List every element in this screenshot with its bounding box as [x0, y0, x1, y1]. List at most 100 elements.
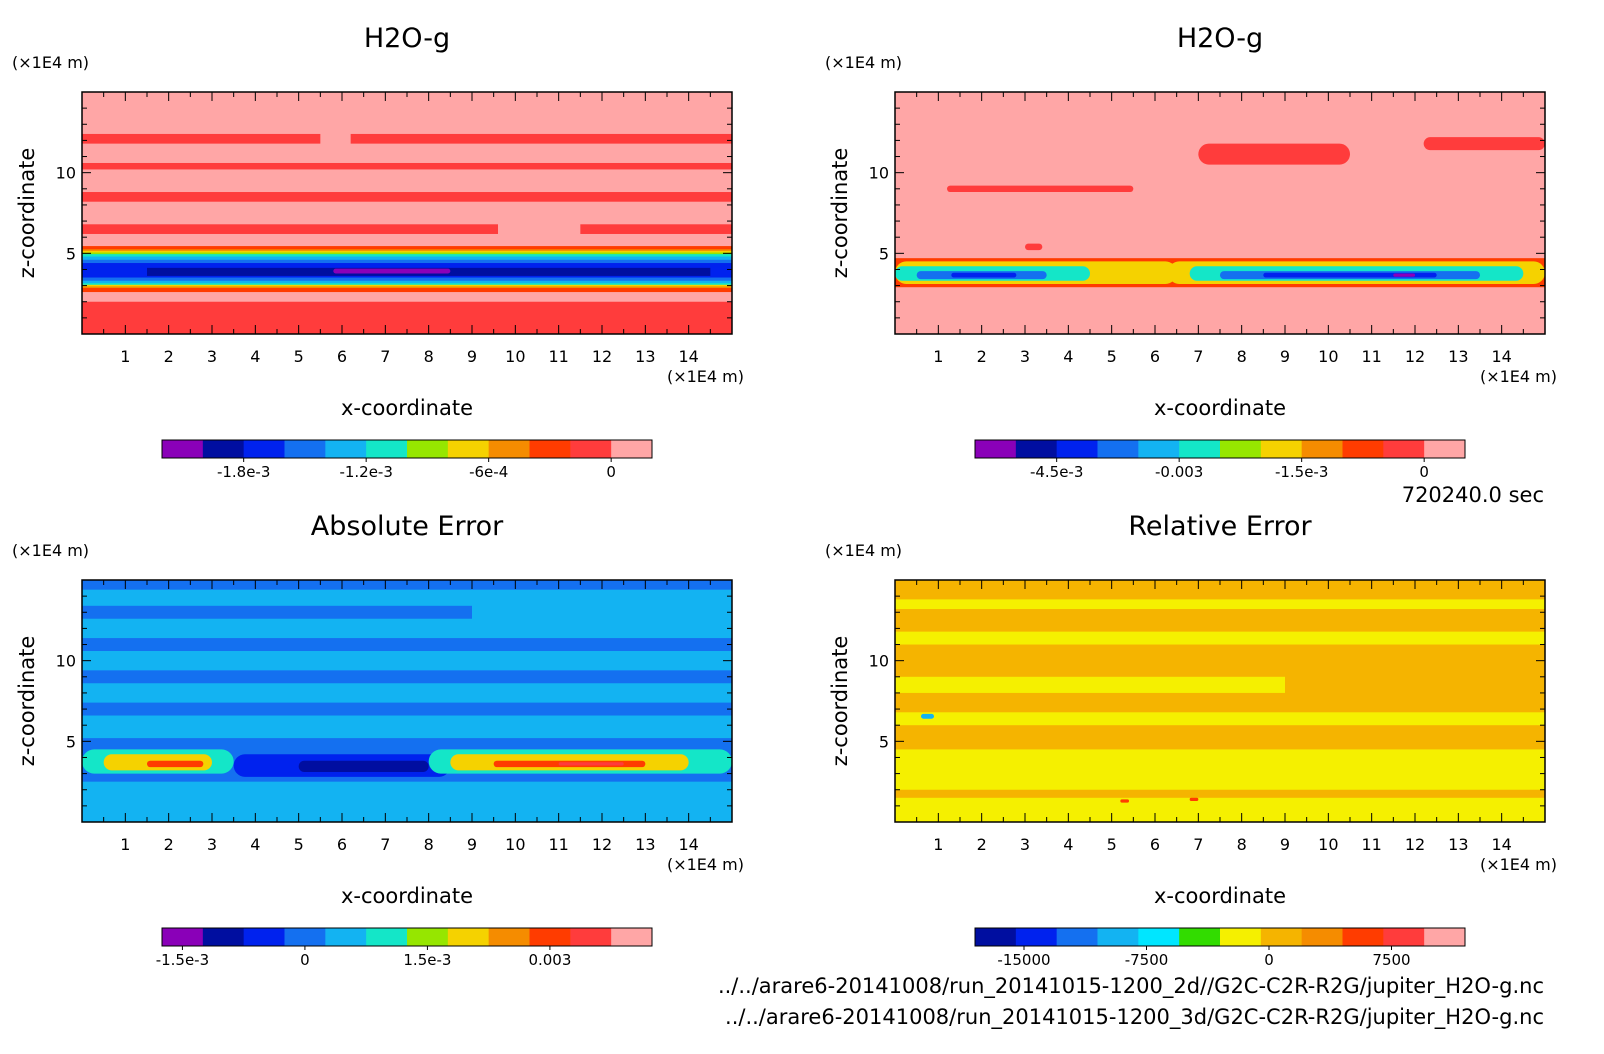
colorbar-cell	[529, 928, 571, 946]
z-unit-label: (×1E4 m)	[825, 53, 902, 72]
colorbar-cell	[1383, 928, 1425, 946]
x-tick-label: 3	[1020, 347, 1030, 366]
colorbar-cell	[1301, 440, 1343, 458]
x-tick-label: 12	[1405, 835, 1425, 854]
field-band	[1263, 272, 1437, 278]
x-tick-label: 6	[337, 347, 347, 366]
field-band	[895, 599, 1545, 610]
field-band	[82, 301, 732, 334]
field-band	[82, 250, 732, 253]
field-band	[1393, 273, 1415, 277]
x-tick-label: 14	[678, 835, 698, 854]
colorbar-tick-label: 0.003	[528, 951, 571, 969]
field-band	[895, 92, 1545, 334]
colorbar-cell	[1097, 440, 1139, 458]
colorbar-cell	[1220, 440, 1262, 458]
field-band	[82, 258, 732, 264]
field-band	[82, 276, 732, 281]
colorbar-tick-label: -0.003	[1155, 463, 1203, 481]
colorbar-tick-label: 0	[1264, 951, 1274, 969]
field-band	[82, 192, 732, 202]
field-band	[895, 676, 1285, 693]
x-tick-label: 14	[678, 347, 698, 366]
colorbar-cell	[529, 440, 571, 458]
z-tick-label: 5	[66, 732, 76, 751]
colorbar-frame	[161, 439, 653, 459]
field-band	[1025, 243, 1043, 251]
colorbar-cell	[1138, 440, 1180, 458]
colorbar-tick-label: -15000	[997, 951, 1050, 969]
x-tick-label: 10	[1318, 835, 1338, 854]
z-unit-label: (×1E4 m)	[12, 541, 89, 560]
x-tick-label: 12	[592, 835, 612, 854]
x-tick-label: 9	[1280, 835, 1290, 854]
z-tick-label: 10	[56, 164, 76, 183]
colorbar-frame	[161, 927, 653, 947]
colorbar-cell	[488, 928, 530, 946]
field-band	[82, 285, 732, 289]
x-tick-label: 8	[424, 835, 434, 854]
x-tick-label: 3	[207, 835, 217, 854]
x-tick-label: 14	[1491, 347, 1511, 366]
panel-3: Absolute Error(×1E4 m)1 2 3 4 5 6 7 8 9 10 11 12 13 1…	[12, 511, 744, 969]
x-axis-label: x-coordinate	[341, 396, 473, 420]
colorbar-cell	[1260, 440, 1303, 458]
x-tick-label: 9	[467, 347, 477, 366]
colorbar-cell	[975, 440, 1017, 458]
colorbar-cell	[325, 928, 367, 946]
colorbar-tick-label: -1.5e-3	[1275, 463, 1328, 481]
colorbar-frame	[974, 439, 1466, 459]
colorbar: -15000 -7500 0 7500	[974, 927, 1466, 969]
x-tick-label: 6	[337, 835, 347, 854]
z-axis-label: z-coordinate	[828, 148, 852, 279]
x-unit-label: (×1E4 m)	[1480, 855, 1557, 874]
x-tick-label: 6	[1150, 835, 1160, 854]
field	[82, 92, 732, 334]
x-unit-label: (×1E4 m)	[667, 367, 744, 386]
colorbar-cell	[1056, 440, 1098, 458]
colorbar-cell	[1342, 440, 1384, 458]
panel-1: H2O-g(×1E4 m)1 2 3 4 5 6 7 8 9 10 11 12 13 14510(×1E4…	[12, 23, 744, 481]
field	[895, 92, 1545, 334]
z-tick-label: 10	[869, 164, 889, 183]
x-axis-label: x-coordinate	[341, 884, 473, 908]
x-tick-label: 2	[977, 835, 987, 854]
colorbar-cell	[1424, 440, 1466, 458]
x-tick-label: 7	[1193, 347, 1203, 366]
x-tick-label: 10	[505, 835, 525, 854]
x-tick-label: 1	[120, 835, 130, 854]
colorbar-cell	[162, 440, 204, 458]
colorbar-cell	[243, 928, 285, 946]
colorbar-tick-label: -4.5e-3	[1030, 463, 1083, 481]
colorbar-cell	[1015, 928, 1058, 946]
x-tick-label: 5	[294, 835, 304, 854]
colorbar-cell	[284, 928, 326, 946]
x-tick-label: 2	[164, 347, 174, 366]
colorbar-cell	[975, 928, 1017, 946]
x-tick-label: 11	[1361, 835, 1381, 854]
x-tick-label: 7	[1193, 835, 1203, 854]
x-tick-label: 1	[120, 347, 130, 366]
x-tick-label: 12	[592, 347, 612, 366]
z-tick-label: 10	[869, 652, 889, 671]
z-tick-label: 5	[66, 244, 76, 263]
footer-line-1: ../../arare6-20141008/run_20141015-1200_…	[718, 974, 1544, 999]
colorbar-cell	[1342, 928, 1384, 946]
z-axis-label: z-coordinate	[15, 636, 39, 767]
colorbar-tick-label: -7500	[1125, 951, 1169, 969]
x-tick-label: 2	[977, 347, 987, 366]
x-tick-label: 9	[1280, 347, 1290, 366]
panel-title: Absolute Error	[311, 511, 504, 542]
field-band	[895, 749, 1545, 790]
colorbar-cell	[447, 440, 490, 458]
colorbar-cell	[1179, 928, 1221, 946]
colorbar-tick-label: -6e-4	[469, 463, 508, 481]
colorbar-tick-label: -1.8e-3	[217, 463, 270, 481]
colorbar-cell	[407, 928, 449, 946]
z-tick-label: 10	[56, 652, 76, 671]
field-band	[82, 253, 732, 257]
x-tick-label: 9	[467, 835, 477, 854]
x-tick-label: 11	[1361, 347, 1381, 366]
x-tick-label: 8	[424, 347, 434, 366]
field-band	[82, 162, 732, 170]
